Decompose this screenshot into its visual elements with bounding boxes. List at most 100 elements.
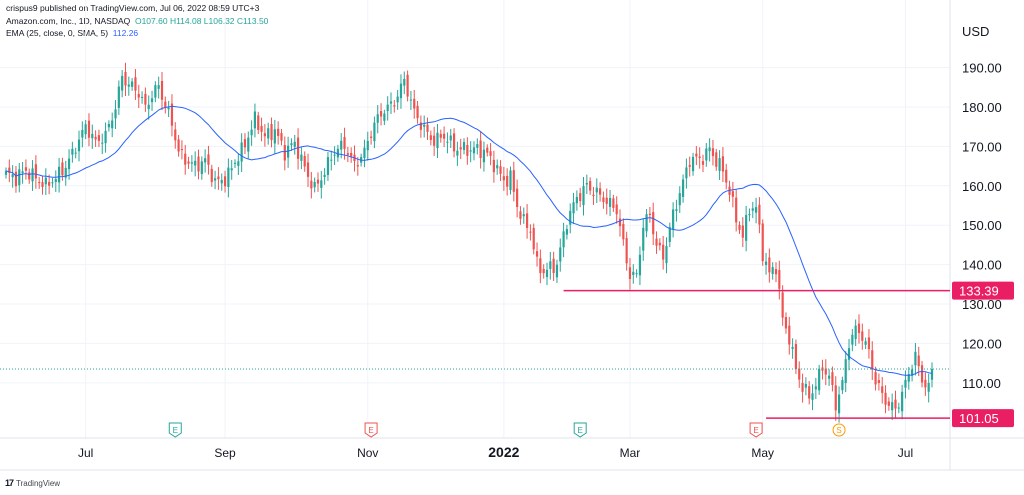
candle-body[interactable] [263, 133, 266, 137]
earnings-event-icon[interactable] [573, 422, 587, 438]
candle-body[interactable] [253, 111, 257, 129]
candle-body[interactable] [648, 213, 651, 215]
candle-body[interactable] [114, 109, 117, 119]
split-event-icon[interactable] [832, 423, 846, 437]
candle-body[interactable] [356, 165, 359, 167]
candle-body[interactable] [562, 231, 565, 248]
candle-body[interactable] [808, 386, 811, 399]
candle-body[interactable] [270, 123, 273, 141]
candle-body[interactable] [721, 156, 725, 172]
candle-body[interactable] [64, 167, 67, 178]
candle-body[interactable] [652, 212, 655, 235]
candle-body[interactable] [854, 325, 857, 339]
candle-body[interactable] [87, 120, 91, 138]
candle-body[interactable] [137, 93, 140, 98]
candle-body[interactable] [54, 179, 57, 183]
candle-body[interactable] [383, 113, 386, 121]
candle-body[interactable] [34, 164, 37, 179]
candle-body[interactable] [350, 152, 353, 157]
candle-body[interactable] [449, 135, 452, 141]
candle-body[interactable] [204, 158, 207, 163]
candle-body[interactable] [280, 133, 283, 141]
candle-body[interactable] [496, 165, 499, 169]
candle-body[interactable] [200, 161, 203, 175]
candle-body[interactable] [306, 162, 310, 177]
candle-body[interactable] [897, 407, 900, 409]
candle-body[interactable] [260, 125, 263, 132]
candle-body[interactable] [346, 153, 349, 155]
candle-body[interactable] [373, 122, 376, 142]
candle-body[interactable] [874, 372, 877, 385]
candle-body[interactable] [894, 399, 897, 409]
candle-body[interactable] [243, 139, 247, 148]
candle-body[interactable] [436, 132, 439, 149]
candle-body[interactable] [316, 179, 320, 184]
candle-body[interactable] [406, 74, 409, 97]
candle-body[interactable] [97, 135, 101, 141]
candle-body[interactable] [426, 124, 429, 132]
candle-body[interactable] [170, 103, 174, 126]
candle-body[interactable] [273, 129, 276, 144]
candle-body[interactable] [549, 261, 552, 269]
candle-body[interactable] [691, 156, 695, 172]
candle-body[interactable] [811, 393, 814, 400]
candle-body[interactable] [67, 158, 71, 170]
candle-body[interactable] [489, 151, 492, 156]
candle-body[interactable] [21, 171, 24, 174]
candle-body[interactable] [844, 359, 847, 383]
candle-body[interactable] [140, 96, 144, 98]
candle-body[interactable] [655, 238, 658, 246]
candle-body[interactable] [177, 139, 180, 152]
candle-body[interactable] [672, 209, 675, 230]
candle-body[interactable] [662, 244, 665, 260]
candle-body[interactable] [409, 99, 413, 101]
candle-body[interactable] [117, 86, 120, 108]
candle-body[interactable] [695, 153, 698, 157]
candle-body[interactable] [58, 166, 61, 183]
candle-body[interactable] [227, 167, 230, 187]
candle-body[interactable] [867, 337, 871, 350]
candle-body[interactable] [184, 153, 187, 165]
candle-body[interactable] [479, 140, 482, 159]
candle-body[interactable] [920, 365, 924, 383]
candle-body[interactable] [615, 204, 618, 215]
candle-body[interactable] [589, 180, 592, 191]
candle-body[interactable] [77, 139, 81, 152]
candle-body[interactable] [340, 140, 343, 150]
candle-body[interactable] [738, 224, 741, 230]
candle-body[interactable] [828, 375, 831, 379]
candle-body[interactable] [237, 161, 240, 166]
candle-body[interactable] [101, 142, 104, 144]
candle-body[interactable] [784, 317, 788, 329]
candle-body[interactable] [612, 198, 615, 208]
candle-body[interactable] [293, 141, 296, 147]
candle-body[interactable] [605, 197, 608, 204]
candle-body[interactable] [389, 101, 393, 104]
candle-body[interactable] [8, 167, 11, 173]
candle-body[interactable] [439, 133, 442, 138]
candle-body[interactable] [572, 202, 575, 214]
candle-body[interactable] [343, 137, 346, 149]
candle-body[interactable] [502, 176, 505, 181]
candle-body[interactable] [24, 167, 28, 171]
candle-body[interactable] [61, 162, 64, 176]
candle-body[interactable] [705, 148, 708, 161]
candle-body[interactable] [144, 93, 147, 105]
candle-body[interactable] [443, 133, 446, 139]
candle-body[interactable] [164, 101, 167, 108]
candle-body[interactable] [519, 211, 522, 219]
candle-body[interactable] [48, 181, 51, 186]
candle-body[interactable] [857, 323, 861, 333]
candle-body[interactable] [81, 130, 84, 138]
candle-body[interactable] [525, 213, 529, 228]
candle-body[interactable] [841, 380, 844, 391]
candle-body[interactable] [396, 96, 399, 103]
candle-body[interactable] [791, 347, 794, 349]
candle-body[interactable] [31, 168, 34, 182]
candle-body[interactable] [94, 136, 97, 140]
candle-body[interactable] [618, 218, 622, 227]
candle-body[interactable] [545, 269, 549, 278]
candle-body[interactable] [628, 267, 632, 279]
candle-body[interactable] [127, 84, 130, 87]
